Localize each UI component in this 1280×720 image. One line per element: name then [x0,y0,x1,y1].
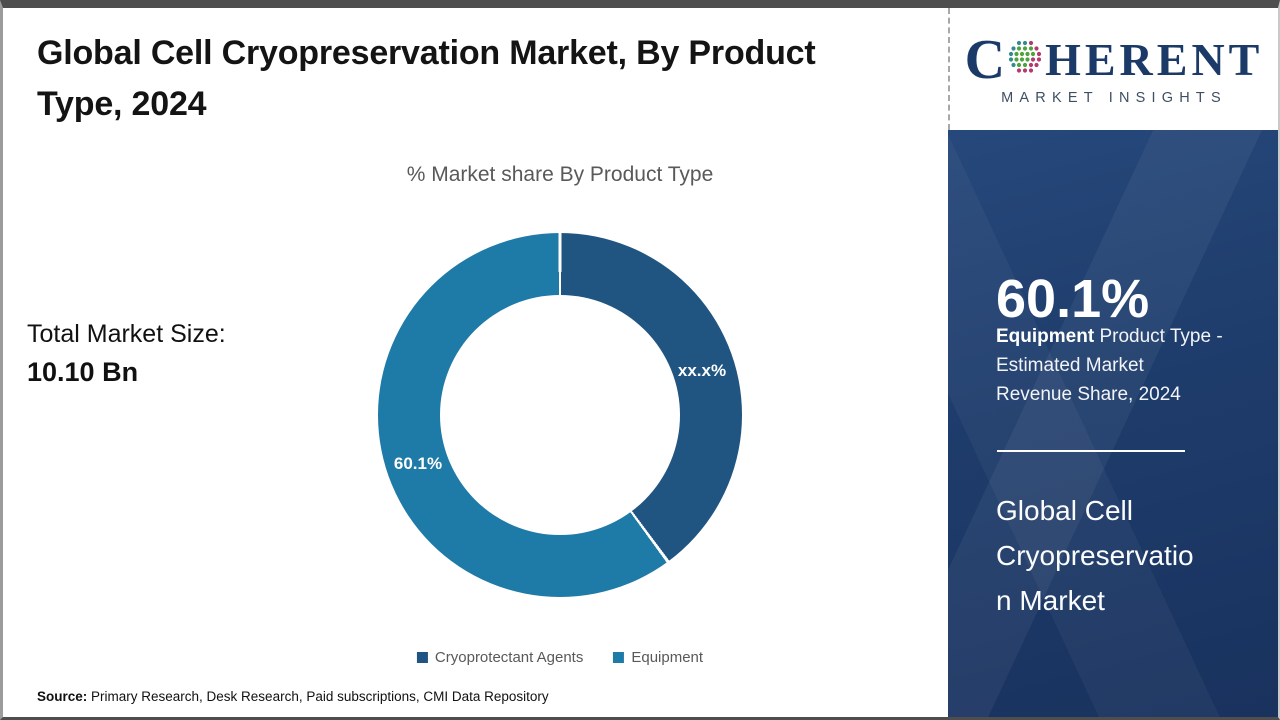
legend-label: Equipment [631,649,704,666]
legend-item: Equipment [613,649,703,666]
source-label: Source: [37,689,88,704]
dotted-globe-icon [1008,40,1042,73]
panel-divider [997,450,1185,452]
chart-legend: Cryoprotectant Agents Equipment [416,649,703,666]
chart-area: Global Cell Cryopreservation Market, By … [3,8,948,717]
donut-chart: xx.x% 60.1% [378,233,742,597]
legend-item: Cryoprotectant Agents [416,649,584,666]
legend-label: Cryoprotectant Agents [434,649,584,666]
highlight-description-rest: Product Type - Estimated Market Revenue … [996,326,1223,405]
logo-tagline: MARKET INSIGHTS [1001,90,1227,106]
total-market-size-value: 10.10 Bn [27,357,139,387]
legend-swatch [613,652,625,663]
page-title: Global Cell Cryopreservation Market, By … [37,34,816,123]
source-text: Primary Research, Desk Research, Paid su… [87,689,549,704]
chart-subtitle: % Market share By Product Type [406,163,714,186]
logo-letters-herent: HERENT [1045,34,1264,85]
market-name: Global Cell Cryopreservation Market [996,495,1194,616]
right-sidebar: C HERENT MARKET INSIGHTS 60.1% Equipme [948,8,1278,717]
donut-hole [440,295,680,535]
logo-wordmark: C HERENT [965,32,1264,88]
source-line: Source: Primary Research, Desk Research,… [37,689,549,704]
total-market-size-label: Total Market Size: [27,320,226,348]
slice-label-equipment: 60.1% [393,454,443,473]
highlight-description: Equipment Product Type - Estimated Marke… [996,322,1236,409]
legend-swatch [416,652,428,663]
coherent-logo: C HERENT MARKET INSIGHTS [948,8,1278,130]
highlight-share-value: 60.1% [996,269,1150,329]
total-market-size: Total Market Size: 10.10 Bn [27,320,226,388]
highlight-segment-name: Equipment [996,326,1095,347]
slice-label-cryoprotectant: xx.x% [677,361,727,380]
logo-letter-c: C [964,29,1006,91]
highlight-panel: 60.1% Equipment Product Type - Estimated… [948,130,1278,717]
